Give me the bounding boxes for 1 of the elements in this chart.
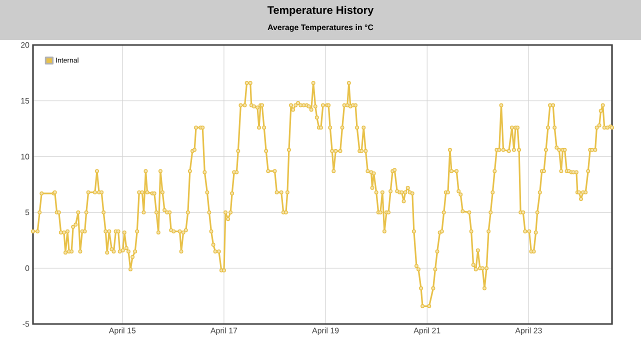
chart-title: Temperature History	[267, 6, 374, 16]
